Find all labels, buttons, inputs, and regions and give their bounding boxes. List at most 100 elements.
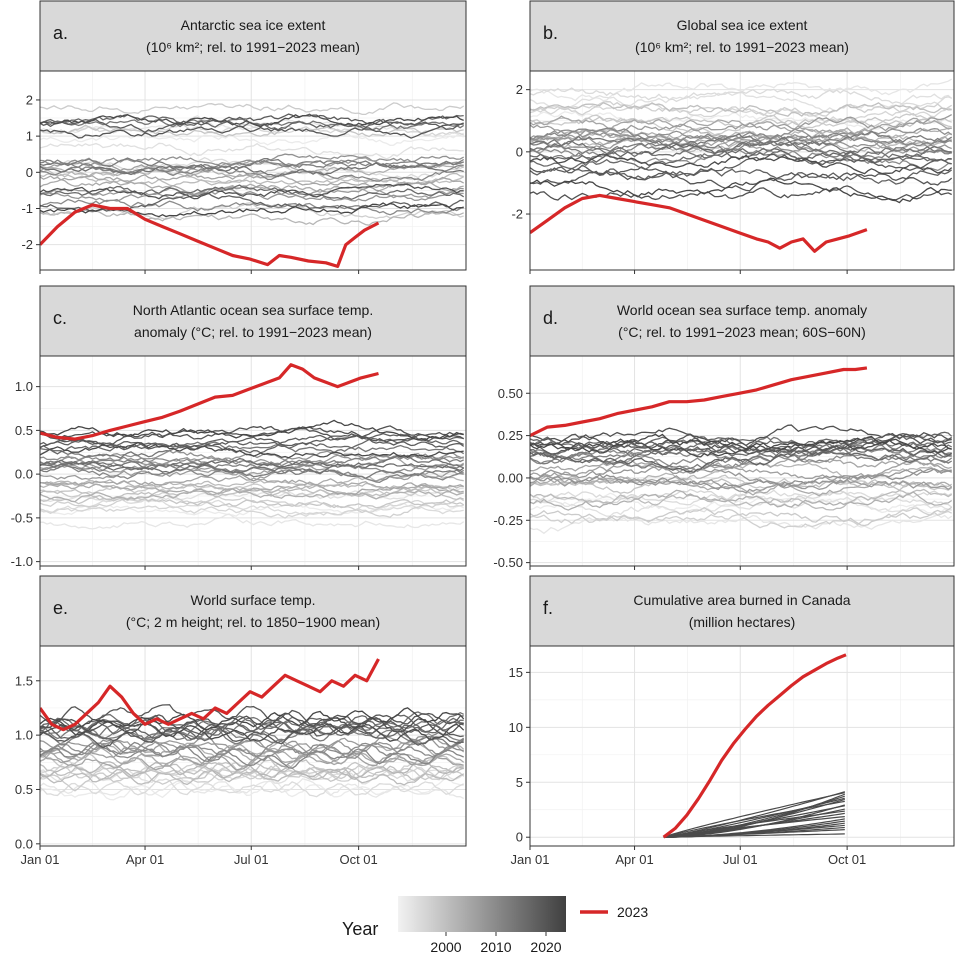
panel-title-line2: (°C; 2 m height; rel. to 1850−1900 mean) xyxy=(126,614,380,630)
background-year-line xyxy=(40,487,464,503)
background-year-line xyxy=(40,198,464,216)
colorbar-tick-label: 2020 xyxy=(530,939,561,955)
background-year-line xyxy=(530,465,952,487)
background-year-line xyxy=(663,798,845,838)
y-tick-label: 0 xyxy=(516,144,523,159)
background-year-line xyxy=(530,101,953,118)
background-year-line xyxy=(530,476,953,497)
y-tick-label: 0 xyxy=(516,830,523,845)
y-tick-label: 0.0 xyxy=(15,467,33,482)
background-year-line xyxy=(530,446,953,473)
background-year-line xyxy=(530,496,952,517)
background-year-line xyxy=(663,792,845,838)
gridlines xyxy=(40,356,466,566)
background-year-line xyxy=(530,424,953,447)
panel-title-line1: Global sea ice extent xyxy=(677,17,808,33)
panel-b: b. Global sea ice extent (10⁶ km²; rel. to… xyxy=(511,0,955,274)
background-year-line xyxy=(530,506,953,527)
panel-title-line1: Antarctic sea ice extent xyxy=(181,17,326,33)
panel-title-line1: World surface temp. xyxy=(190,592,315,608)
y-tick-label: 0.50 xyxy=(498,386,523,401)
plot-frame xyxy=(529,645,955,847)
background-year-line xyxy=(40,750,465,771)
x-tick-label: Oct 01 xyxy=(339,852,377,867)
panel-f: f. Cumulative area burned in Canada (milli… xyxy=(509,575,955,867)
series-2023-line xyxy=(40,203,380,268)
colorbar-tick-label: 2000 xyxy=(430,939,461,955)
background-years xyxy=(530,424,953,535)
y-tick-label: 0.0 xyxy=(15,836,33,851)
y-tick-label: 0.5 xyxy=(15,782,33,797)
y-tick-label: 1.0 xyxy=(15,728,33,743)
background-year-line xyxy=(530,133,952,153)
background-year-line xyxy=(40,124,464,138)
background-year-line xyxy=(530,78,953,102)
year-colorbar xyxy=(398,896,566,932)
background-year-line xyxy=(530,492,952,516)
panel-title-strip xyxy=(529,0,955,72)
background-year-line xyxy=(40,497,464,517)
x-tick-label: Jan 01 xyxy=(510,852,549,867)
background-year-line xyxy=(530,474,953,494)
gridlines xyxy=(530,646,954,846)
panel-a: a. Antarctic sea ice extent (10⁶ km²; rel.… xyxy=(21,0,467,274)
panel-title-line2: (10⁶ km²; rel. to 1991−2023 mean) xyxy=(635,39,849,55)
x-tick-label: Apr 01 xyxy=(126,852,164,867)
panel-label: b. xyxy=(543,23,558,43)
background-year-line xyxy=(663,818,845,838)
series-2023-line xyxy=(662,653,847,839)
series-2023-line xyxy=(40,363,379,441)
series-2023-line xyxy=(530,193,868,253)
panel-e: e. World surface temp. (°C; 2 m height; re… xyxy=(15,575,467,867)
background-year-line xyxy=(530,134,953,153)
background-years xyxy=(40,704,465,801)
background-year-line xyxy=(40,454,464,475)
background-year-line xyxy=(40,434,465,451)
x-tick-label: Jan 01 xyxy=(20,852,59,867)
panel-title-line2: (million hectares) xyxy=(689,614,796,630)
background-year-line xyxy=(40,724,465,748)
y-tick-label: 0.25 xyxy=(498,428,523,443)
x-tick-label: Jul 01 xyxy=(234,852,269,867)
background-year-line xyxy=(40,513,465,530)
background-year-line xyxy=(40,172,464,187)
y-tick-label: 0.5 xyxy=(15,423,33,438)
panel-title-line1: World ocean sea surface temp. anomaly xyxy=(617,302,867,318)
background-year-line xyxy=(530,468,952,491)
background-year-line xyxy=(40,142,464,160)
y-tick-label: 0.00 xyxy=(498,470,523,485)
background-year-line xyxy=(40,114,464,128)
x-tick-label: Apr 01 xyxy=(615,852,653,867)
background-year-line xyxy=(40,441,465,459)
background-year-line xyxy=(530,489,953,508)
y-tick-label: 10 xyxy=(509,720,523,735)
background-years xyxy=(40,102,465,226)
background-years xyxy=(530,78,953,204)
background-year-line xyxy=(40,475,464,496)
panel-title-line2: (10⁶ km²; rel. to 1991−2023 mean) xyxy=(146,39,360,55)
y-tick-label: -2 xyxy=(21,237,33,252)
background-year-line xyxy=(663,791,845,838)
background-year-line xyxy=(40,133,464,146)
background-year-line xyxy=(530,443,952,464)
background-year-line xyxy=(40,455,464,470)
background-year-line xyxy=(40,123,464,139)
background-year-line xyxy=(530,460,952,482)
panel-title-strip xyxy=(39,0,467,72)
y-tick-label: 1 xyxy=(26,129,33,144)
y-tick-label: 1.5 xyxy=(15,673,33,688)
plot-frame xyxy=(39,355,467,567)
panel-label: e. xyxy=(53,598,68,618)
y-tick-label: -1.0 xyxy=(11,554,33,569)
background-year-line xyxy=(40,114,465,138)
background-year-line xyxy=(40,184,464,200)
background-year-line xyxy=(40,113,464,134)
background-year-line xyxy=(530,170,953,192)
background-year-line xyxy=(530,133,952,158)
background-year-line xyxy=(530,433,952,455)
background-year-line xyxy=(40,163,464,178)
background-year-line xyxy=(40,716,464,741)
background-year-line xyxy=(530,127,952,147)
panel-d: d. World ocean sea surface temp. anomaly (… xyxy=(493,285,955,570)
